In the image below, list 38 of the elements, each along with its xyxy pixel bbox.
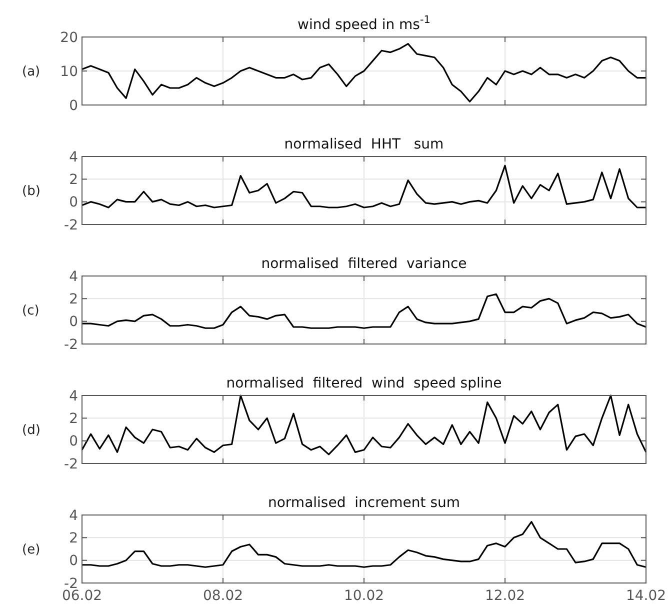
chart-title: normalised HHT sum (284, 136, 444, 152)
y-tick-label: 4 (69, 149, 78, 166)
y-tick-label: 2 (69, 411, 78, 428)
y-tick-label: 0 (69, 434, 78, 450)
line-series (81, 293, 647, 329)
x-tick-label: 10.02 (344, 588, 384, 604)
y-tick-label: 0 (69, 314, 78, 330)
line-series (81, 394, 647, 456)
chart-title: normalised filtered wind speed spline (226, 376, 502, 392)
y-tick-label: -2 (64, 456, 78, 472)
x-tick-label: 12.02 (484, 588, 526, 604)
x-tick-label: 14.02 (626, 588, 666, 604)
line-series (81, 164, 647, 208)
text: (d) (22, 423, 40, 438)
text: (b) (22, 184, 40, 200)
y-tick-label: -2 (64, 336, 78, 353)
y-tick-label: 2 (69, 292, 78, 308)
y-tick-label: -2 (64, 217, 78, 234)
text: (c) (22, 304, 40, 319)
chart-title: wind speed in ms$^{-1}$ (298, 14, 430, 33)
y-tick-label: 0 (69, 194, 78, 211)
text: (a) (22, 64, 40, 80)
line-series (81, 521, 647, 568)
y-tick-label: 10 (60, 64, 78, 80)
chart-title: normalised increment sum (268, 495, 460, 511)
text: (e) (22, 542, 40, 558)
y-tick-label: 0 (69, 98, 78, 114)
y-tick-label: 2 (69, 172, 78, 188)
y-tick-label: 4 (69, 268, 78, 285)
y-tick-label: 0 (69, 553, 78, 570)
y-tick-label: 4 (69, 508, 78, 524)
chart-title: normalised filtered variance (261, 256, 467, 272)
y-tick-label: 20 (60, 30, 78, 46)
x-tick-label: 08.02 (202, 588, 244, 604)
y-tick-label: 2 (69, 530, 78, 547)
x-tick-label: 06.02 (62, 588, 102, 604)
line-series (81, 43, 647, 102)
y-tick-label: 4 (69, 388, 78, 404)
